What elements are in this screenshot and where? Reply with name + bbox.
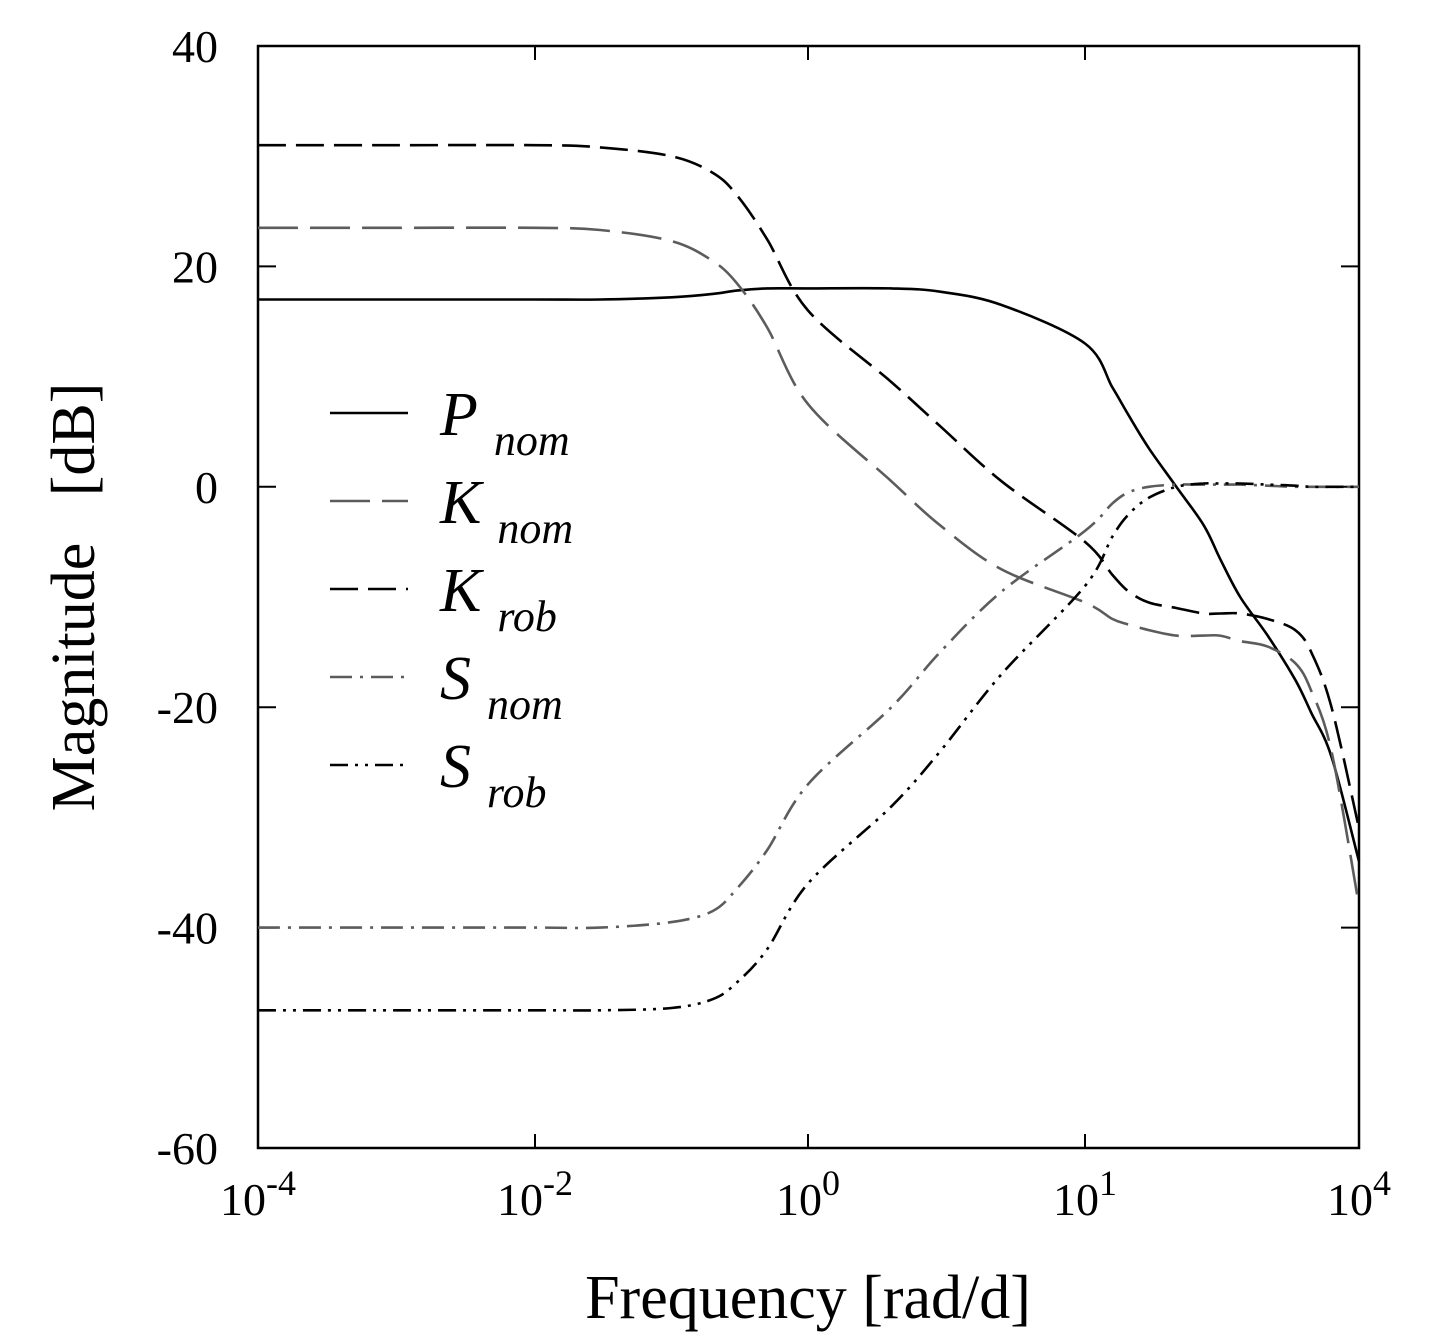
series-line-k-nom xyxy=(257,226,1361,906)
x-axis-title: Frequency [rad/d] xyxy=(585,1264,1031,1332)
x-tick-label: 104 xyxy=(1327,1163,1391,1225)
y-tick-label: 20 xyxy=(172,241,218,292)
x-tick-label: 10-2 xyxy=(497,1163,573,1225)
x-tick-labels: 10-4 10-2 100 101 104 xyxy=(220,1163,1391,1225)
y-tick-label: -40 xyxy=(157,903,218,954)
plot-frame xyxy=(256,44,1361,1150)
series-line-s-nom xyxy=(257,483,1359,930)
y-tick-label: 0 xyxy=(195,462,218,513)
x-tick-label: 101 xyxy=(1053,1163,1117,1225)
y-tick-label: 40 xyxy=(172,21,218,72)
series-lines xyxy=(257,143,1361,1012)
series-line-s-rob xyxy=(257,481,1359,1012)
y-tick-label: -60 xyxy=(157,1123,218,1174)
y-tick-label: -20 xyxy=(157,682,218,733)
series-line-k-rob xyxy=(258,143,1361,829)
x-tick-label: 10-4 xyxy=(220,1163,296,1225)
y-axis-title: Magnitude [dB] xyxy=(40,383,108,812)
series-line-p-nom xyxy=(258,286,1361,862)
axis-ticks xyxy=(258,46,1359,1148)
y-tick-labels: 40 20 0 -20 -40 -60 xyxy=(157,21,218,1174)
x-tick-label: 100 xyxy=(776,1163,840,1225)
